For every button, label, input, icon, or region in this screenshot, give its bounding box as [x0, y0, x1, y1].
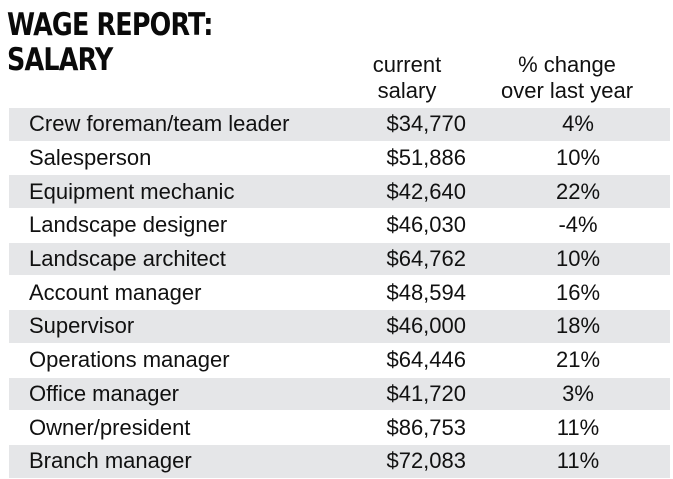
salary-cell: $41,720 — [386, 380, 466, 406]
salary-cell: $42,640 — [386, 178, 466, 204]
column-header-salary-line-2: salary — [377, 78, 437, 103]
table-row: Owner/president $86,753 11% — [9, 411, 670, 445]
job-title-cell: Landscape architect — [29, 246, 226, 272]
job-title-cell: Office manager — [29, 380, 180, 406]
salary-cell: $51,886 — [386, 145, 466, 171]
table-row: Supervisor $46,000 18% — [9, 310, 670, 344]
change-cell: 11% — [556, 448, 600, 474]
column-header-change-line-2: over last year — [500, 78, 634, 103]
change-cell: 11% — [556, 414, 600, 440]
salary-cell: $86,753 — [386, 414, 466, 440]
change-cell: 10% — [555, 246, 601, 272]
salary-table: Crew foreman/team leader $34,770 4% Sale… — [9, 108, 670, 479]
table-row: Account manager $48,594 16% — [9, 276, 670, 311]
column-header-salary-line-1: current — [372, 52, 442, 77]
table-row: Equipment mechanic $42,640 22% — [9, 175, 670, 210]
job-title-cell: Owner/president — [29, 414, 191, 440]
change-cell: 21% — [555, 347, 601, 373]
column-header-change: % change over last year — [492, 52, 642, 104]
table-row: Office manager $41,720 3% — [9, 377, 670, 412]
title-line-1: WAGE REPORT: — [7, 7, 213, 43]
salary-cell: $34,770 — [386, 111, 466, 137]
table-row: Salesperson $51,886 10% — [9, 142, 670, 176]
change-cell: 4% — [562, 111, 594, 137]
page-title: WAGE REPORT: SALARY — [7, 8, 213, 78]
change-cell: 10% — [555, 145, 601, 171]
change-cell: 3% — [562, 380, 594, 406]
salary-cell: $48,594 — [386, 279, 466, 305]
job-title-cell: Equipment mechanic — [29, 178, 235, 204]
table-row: Crew foreman/team leader $34,770 4% — [9, 108, 670, 142]
table-row: Landscape designer $46,030 -4% — [9, 209, 670, 243]
job-title-cell: Landscape designer — [29, 212, 228, 238]
job-title-cell: Crew foreman/team leader — [29, 111, 290, 137]
change-cell: -4% — [558, 212, 598, 238]
salary-cell: $64,762 — [386, 246, 466, 272]
salary-cell: $72,083 — [386, 448, 466, 474]
salary-cell: $46,000 — [386, 313, 466, 339]
salary-cell: $64,446 — [386, 347, 466, 373]
table-row: Operations manager $64,446 21% — [9, 344, 670, 378]
change-cell: 18% — [555, 313, 601, 339]
change-cell: 16% — [555, 279, 601, 305]
table-row: Branch manager $72,083 11% — [9, 444, 670, 479]
column-header-change-line-1: % change — [518, 52, 616, 77]
table-row: Landscape architect $64,762 10% — [9, 242, 670, 277]
job-title-cell: Account manager — [29, 279, 202, 305]
change-cell: 22% — [555, 178, 601, 204]
job-title-cell: Operations manager — [29, 347, 230, 373]
column-header-salary: current salary — [352, 52, 462, 104]
title-line-2: SALARY — [7, 42, 113, 78]
salary-cell: $46,030 — [386, 212, 466, 238]
job-title-cell: Salesperson — [29, 145, 152, 171]
job-title-cell: Branch manager — [29, 448, 192, 474]
job-title-cell: Supervisor — [29, 313, 135, 339]
